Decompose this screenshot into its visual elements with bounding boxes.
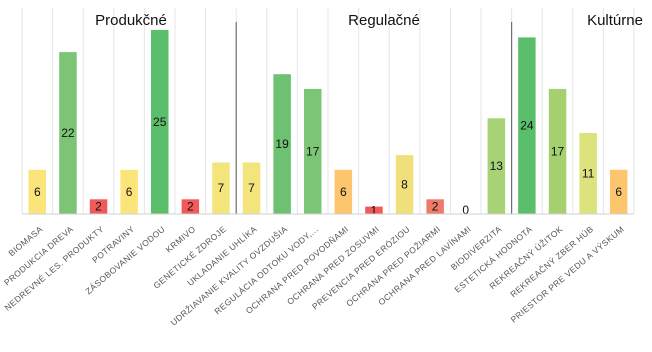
value-label: 6 xyxy=(34,185,41,199)
bar-4 xyxy=(120,169,138,214)
value-label: 22 xyxy=(61,126,75,140)
group-label: Regulačné xyxy=(348,12,420,29)
value-label: 13 xyxy=(490,159,504,173)
bar-3 xyxy=(89,199,108,214)
bar-1 xyxy=(28,169,46,214)
value-label: 1 xyxy=(371,203,378,217)
bar-19 xyxy=(579,133,597,214)
group-labels: Produkčné Regulačné Kultúrne xyxy=(95,12,643,29)
bar-11 xyxy=(334,169,353,214)
value-label: 24 xyxy=(520,119,534,133)
bar-9 xyxy=(273,74,291,214)
category-label: PRIESTOR PRE VEDU A VÝSKUM xyxy=(509,224,626,325)
value-label: 2 xyxy=(432,200,439,214)
value-label: 2 xyxy=(95,200,102,214)
bar-13 xyxy=(395,155,414,214)
value-label: 0 xyxy=(462,203,469,217)
value-label: 17 xyxy=(306,144,320,158)
bar-8 xyxy=(242,162,261,214)
bar-14 xyxy=(426,199,444,214)
bar-20 xyxy=(609,169,628,214)
value-label: 6 xyxy=(615,185,622,199)
bar-5 xyxy=(151,30,169,214)
group-dividers xyxy=(235,22,513,214)
bar-7 xyxy=(212,162,230,214)
gridlines xyxy=(21,8,635,214)
bar-12 xyxy=(365,206,383,214)
group-label: Produkčné xyxy=(95,12,167,29)
value-label: 19 xyxy=(275,137,289,151)
bar-2 xyxy=(59,52,77,214)
bar-10 xyxy=(304,88,322,214)
group-label: Kultúrne xyxy=(587,12,643,29)
bars xyxy=(28,30,628,215)
value-label: 8 xyxy=(401,178,408,192)
value-label: 6 xyxy=(126,185,133,199)
value-label: 6 xyxy=(340,185,347,199)
bar-16 xyxy=(487,118,506,214)
bar-6 xyxy=(181,199,200,214)
value-label: 11 xyxy=(582,167,595,181)
value-label: 7 xyxy=(248,181,255,195)
value-label: 2 xyxy=(187,200,194,214)
value-label: 25 xyxy=(153,115,167,129)
bar-17 xyxy=(518,37,536,215)
value-label: 7 xyxy=(218,181,225,195)
bar-18 xyxy=(548,88,567,214)
value-label: 17 xyxy=(551,144,565,158)
